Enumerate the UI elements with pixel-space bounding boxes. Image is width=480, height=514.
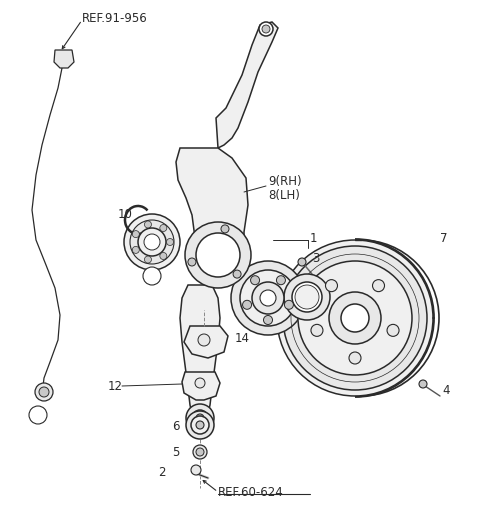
Circle shape — [419, 380, 427, 388]
Circle shape — [298, 258, 306, 266]
Text: 7: 7 — [440, 231, 447, 245]
Circle shape — [349, 352, 361, 364]
Circle shape — [132, 231, 139, 237]
Circle shape — [144, 234, 160, 250]
Circle shape — [160, 225, 167, 231]
Text: 3: 3 — [312, 251, 319, 265]
Circle shape — [39, 387, 49, 397]
Text: 11: 11 — [128, 233, 143, 247]
Circle shape — [372, 280, 384, 291]
Text: 9(RH): 9(RH) — [268, 175, 301, 189]
Circle shape — [196, 414, 204, 422]
Text: A: A — [35, 410, 42, 420]
Circle shape — [132, 246, 139, 253]
Circle shape — [251, 276, 260, 285]
Text: REF.60-624: REF.60-624 — [218, 486, 284, 499]
Text: 2: 2 — [158, 466, 166, 479]
Circle shape — [233, 270, 241, 278]
Text: 1: 1 — [310, 231, 317, 245]
Circle shape — [144, 221, 152, 228]
Circle shape — [192, 410, 208, 426]
Polygon shape — [216, 22, 278, 148]
Circle shape — [242, 300, 252, 309]
Polygon shape — [182, 372, 220, 400]
Circle shape — [191, 416, 209, 434]
Circle shape — [295, 285, 319, 309]
Circle shape — [198, 334, 210, 346]
Circle shape — [277, 240, 433, 396]
Circle shape — [191, 465, 201, 475]
Circle shape — [329, 292, 381, 344]
Circle shape — [186, 411, 214, 439]
Circle shape — [167, 238, 173, 246]
Circle shape — [264, 316, 273, 324]
Text: 12: 12 — [108, 379, 123, 393]
Circle shape — [325, 280, 337, 291]
Circle shape — [284, 274, 330, 320]
Text: A: A — [148, 271, 156, 281]
Text: 5: 5 — [172, 446, 180, 458]
Circle shape — [160, 252, 167, 260]
Text: 6: 6 — [172, 420, 180, 433]
Circle shape — [262, 25, 270, 33]
Text: REF.91-956: REF.91-956 — [82, 11, 148, 25]
Circle shape — [252, 282, 284, 314]
Circle shape — [240, 270, 296, 326]
Polygon shape — [184, 326, 228, 358]
Circle shape — [231, 261, 305, 335]
Polygon shape — [176, 148, 248, 285]
Text: 10: 10 — [118, 208, 133, 221]
Text: 14: 14 — [235, 332, 250, 344]
Circle shape — [196, 448, 204, 456]
Circle shape — [195, 378, 205, 388]
Circle shape — [276, 276, 286, 285]
Circle shape — [283, 246, 427, 390]
Text: 4: 4 — [442, 384, 449, 397]
Text: 13: 13 — [332, 319, 347, 332]
Circle shape — [221, 225, 229, 233]
Circle shape — [124, 214, 180, 270]
Circle shape — [196, 233, 240, 277]
Text: 8(LH): 8(LH) — [268, 189, 300, 201]
Circle shape — [29, 406, 47, 424]
Circle shape — [285, 300, 293, 309]
Circle shape — [143, 267, 161, 285]
Circle shape — [130, 220, 174, 264]
Circle shape — [311, 324, 323, 336]
Circle shape — [260, 290, 276, 306]
Circle shape — [144, 256, 152, 263]
Polygon shape — [180, 285, 220, 425]
Circle shape — [193, 445, 207, 459]
Circle shape — [259, 22, 273, 36]
Circle shape — [186, 404, 214, 432]
Circle shape — [387, 324, 399, 336]
Circle shape — [292, 282, 322, 312]
Circle shape — [35, 383, 53, 401]
Circle shape — [138, 228, 166, 256]
Circle shape — [298, 261, 412, 375]
Polygon shape — [54, 50, 74, 68]
Circle shape — [185, 222, 251, 288]
Circle shape — [196, 421, 204, 429]
Circle shape — [188, 258, 196, 266]
Circle shape — [341, 304, 369, 332]
